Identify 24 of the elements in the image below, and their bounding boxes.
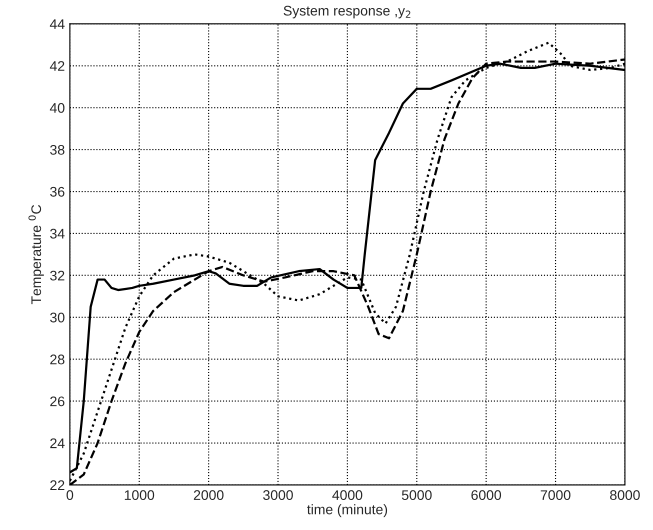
y-tick-label: 28 [50,354,64,364]
y-tick-label: 40 [50,103,64,113]
x-tick-label: 7000 [540,490,570,500]
y-tick-label: 24 [50,438,65,448]
x-tick-label: 6000 [471,490,502,500]
y-tick-label: 22 [50,480,64,490]
y-tick-label: 44 [50,19,65,29]
y-tick-label: 42 [50,61,64,71]
x-tick-label: 8000 [610,490,640,500]
x-axis-title: time (minute) [307,504,388,518]
y-tick-label: 38 [50,144,64,155]
x-tick-label: 1000 [124,490,154,500]
y-tick-label: 34 [50,228,65,239]
y-tick-label: 32 [50,270,64,281]
y-tick-label: 30 [50,312,64,322]
y-tick-label: 26 [50,396,64,406]
x-tick-label: 3000 [263,490,293,500]
x-tick-label: 2000 [194,490,224,500]
x-tick-label: 4000 [332,490,362,500]
y-axis-title: Temperature $^{0}$C [28,204,44,304]
y-tick-label: 36 [50,186,64,197]
chart-title: System response ,y$_{2}$ [284,6,410,18]
x-tick-label: 5000 [402,490,432,500]
x-tick-label: 0 [66,490,74,500]
